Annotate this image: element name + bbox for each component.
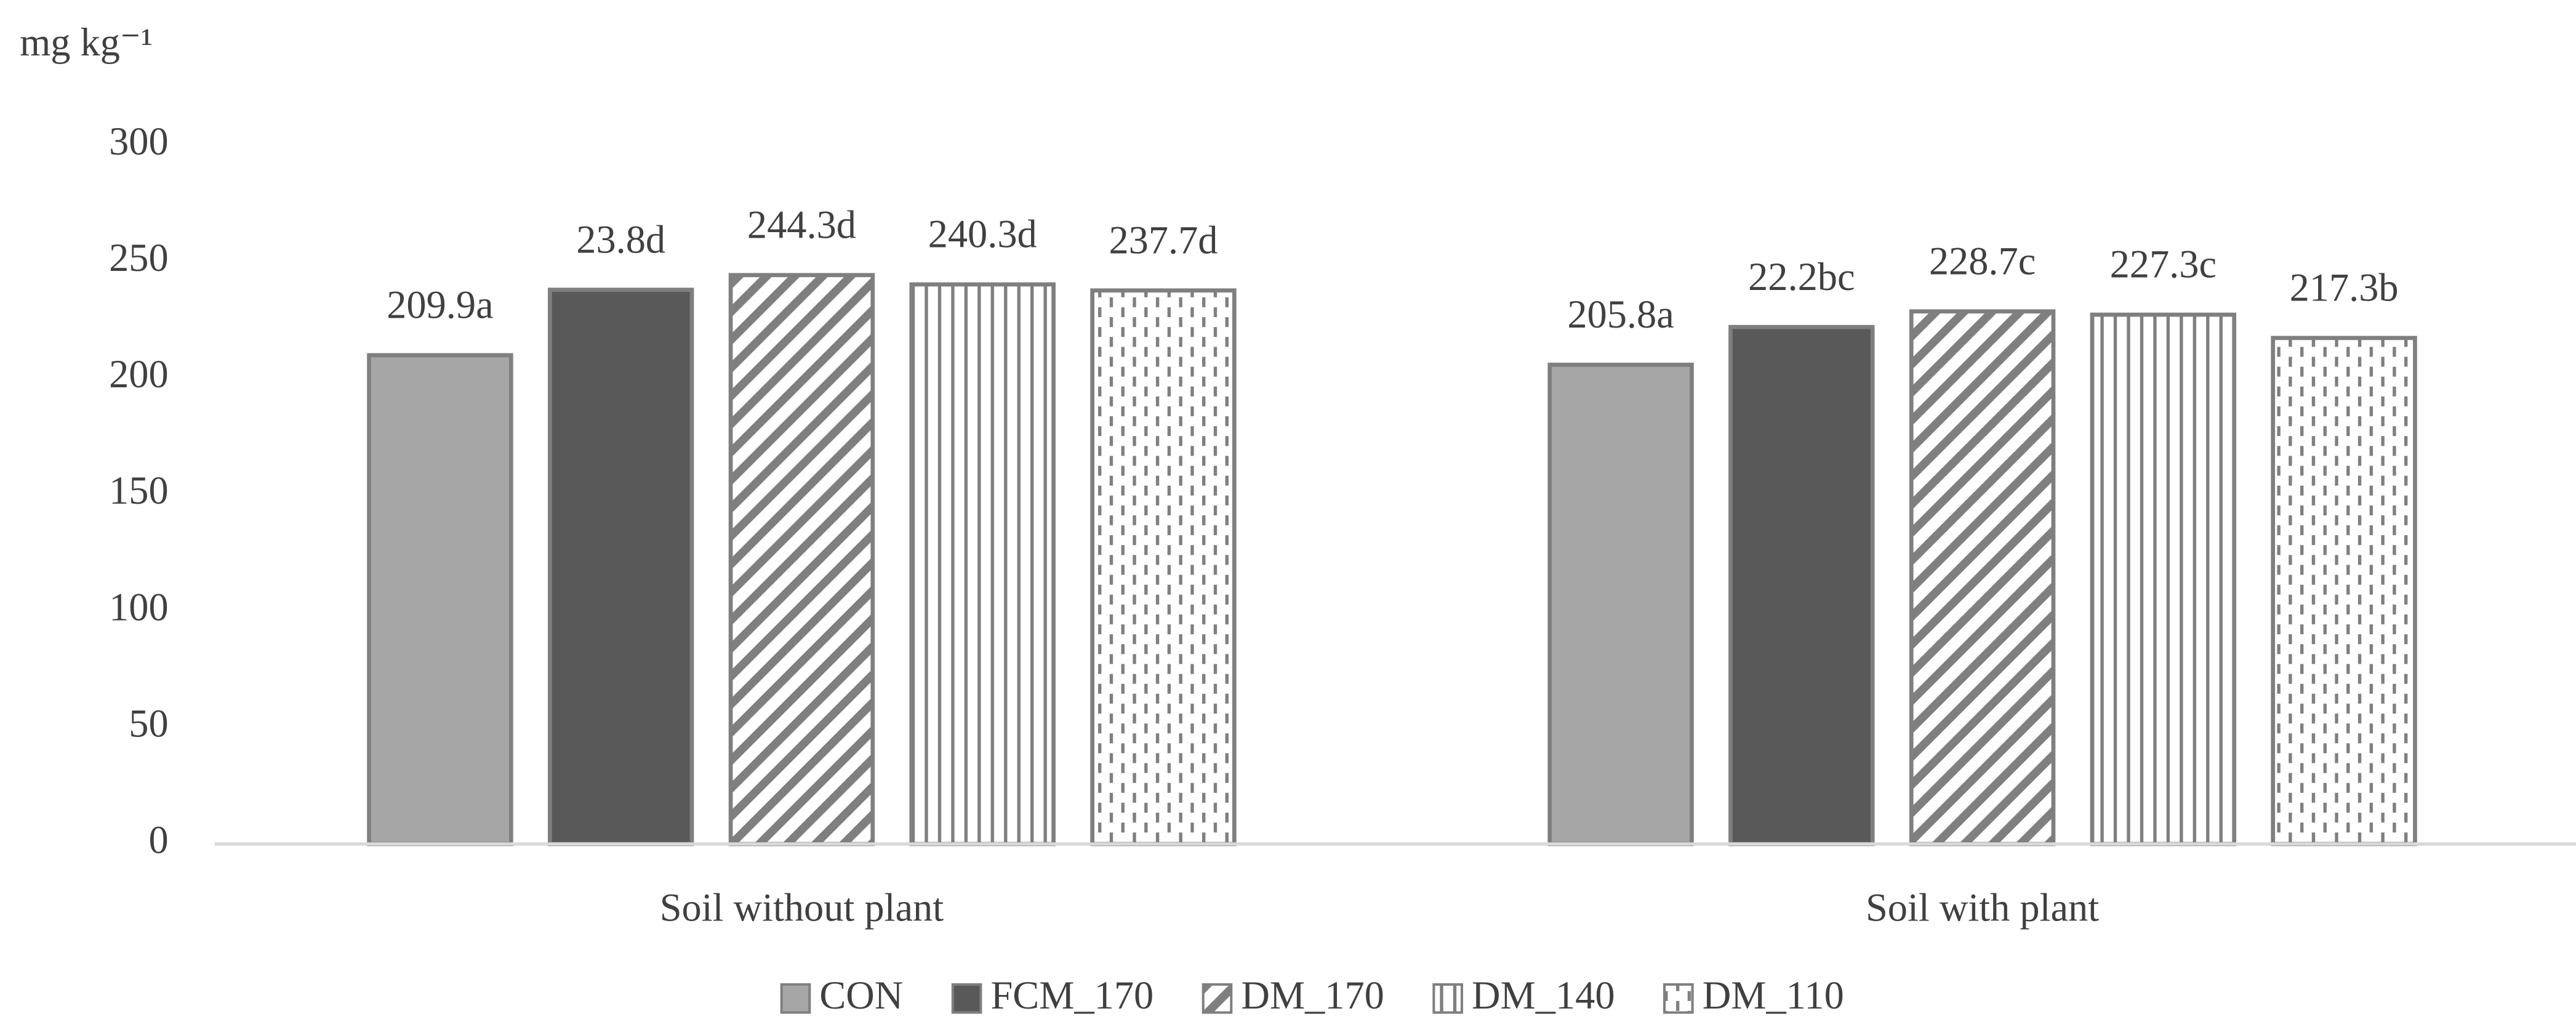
bar <box>909 282 1056 847</box>
x-tick-label: Soil without plant <box>660 886 944 930</box>
data-label: 237.7d <box>1109 218 1218 262</box>
data-label: 240.3d <box>928 212 1037 256</box>
legend-label: FCM_170 <box>990 973 1154 1017</box>
y-axis-label: mg kg⁻¹ <box>20 20 153 64</box>
data-label: 205.8a <box>1567 292 1674 336</box>
bar <box>1909 309 2056 847</box>
legend-swatch <box>780 983 811 1014</box>
data-label: 22.2bc <box>1748 255 1855 299</box>
data-label: 23.8d <box>576 217 665 261</box>
bar <box>1547 363 1694 847</box>
y-tick-label: 150 <box>109 469 169 512</box>
bar <box>728 273 875 847</box>
x-tick-label: Soil with plant <box>1866 886 2099 930</box>
y-tick-label: 100 <box>109 585 169 629</box>
legend-label: DM_110 <box>1703 973 1844 1017</box>
legend-swatch <box>1663 983 1694 1014</box>
legend-label: DM_170 <box>1241 973 1384 1017</box>
data-label: 227.3c <box>2110 243 2217 286</box>
bar <box>1728 324 1875 847</box>
data-label: 244.3d <box>747 203 856 246</box>
y-tick-label: 250 <box>109 236 169 280</box>
y-tick-label: 50 <box>129 702 168 746</box>
legend-swatch <box>1432 983 1463 1014</box>
bar <box>547 288 694 847</box>
legend-swatch <box>1202 983 1233 1014</box>
data-label: 209.9a <box>387 283 493 327</box>
y-tick-label: 0 <box>148 818 168 862</box>
y-tick-label: 300 <box>109 119 169 163</box>
data-label: 217.3b <box>2290 266 2399 310</box>
legend-label: CON <box>819 973 903 1017</box>
bar <box>367 353 513 847</box>
bar <box>1090 288 1237 847</box>
legend-label: DM_140 <box>1472 973 1615 1017</box>
data-label: 228.7c <box>1929 239 2036 283</box>
bar <box>2090 312 2237 847</box>
legend-swatch <box>951 983 982 1014</box>
y-tick-label: 200 <box>109 352 169 396</box>
bar <box>2271 336 2417 847</box>
